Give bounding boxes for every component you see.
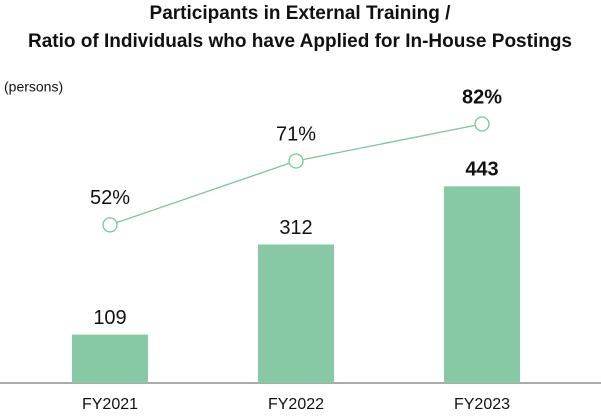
bar [444, 186, 520, 383]
data-label: 312 [279, 217, 312, 239]
data-label: 109 [93, 307, 126, 329]
line-marker [102, 217, 118, 233]
x-tick-label: FY2021 [82, 396, 138, 413]
data-label: 71% [276, 123, 316, 145]
x-tick-label: FY2023 [454, 396, 510, 413]
line-marker [288, 153, 304, 169]
data-label: 82% [462, 86, 502, 108]
bar [258, 244, 334, 383]
y-axis-label: (persons) [4, 79, 63, 95]
data-label: 52% [90, 187, 130, 209]
data-label: 443 [465, 159, 498, 181]
chart-title: Participants in External Training / [150, 3, 452, 24]
chart-title: Ratio of Individuals who have Applied fo… [28, 31, 572, 52]
bar [72, 334, 148, 383]
x-tick-label: FY2022 [268, 396, 324, 413]
line-marker [474, 116, 490, 132]
